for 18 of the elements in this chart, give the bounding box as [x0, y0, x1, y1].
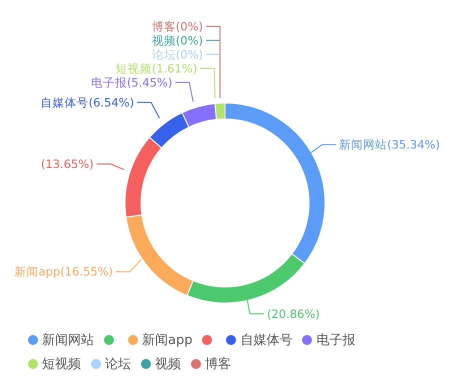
legend-label: 电子报: [315, 332, 356, 349]
data-label: 短视频(1.61%): [116, 61, 198, 76]
text: 博客(0%): [152, 19, 203, 34]
text: 视频(0%): [152, 33, 203, 48]
data-label: (13.65%): [40, 157, 94, 172]
legend-label: 论坛: [104, 356, 131, 373]
data-label: (20.86%): [266, 306, 320, 321]
legend-label: 新闻网站: [41, 332, 94, 349]
data-label: 新闻app(16.55%): [14, 264, 114, 279]
legend-label: 自媒体号: [239, 332, 292, 349]
legend-label: 视频: [154, 356, 181, 373]
legend-label: 博客: [204, 356, 231, 373]
data-label: 电子报(5.45%): [90, 75, 172, 90]
text: 论坛(0%): [152, 47, 203, 62]
data-label: 新闻网站(35.34%): [339, 138, 440, 152]
legend-label: 短视频: [41, 356, 81, 373]
data-label: 自媒体号(6.54%): [40, 95, 134, 110]
legend-label: 新闻app: [141, 332, 192, 349]
